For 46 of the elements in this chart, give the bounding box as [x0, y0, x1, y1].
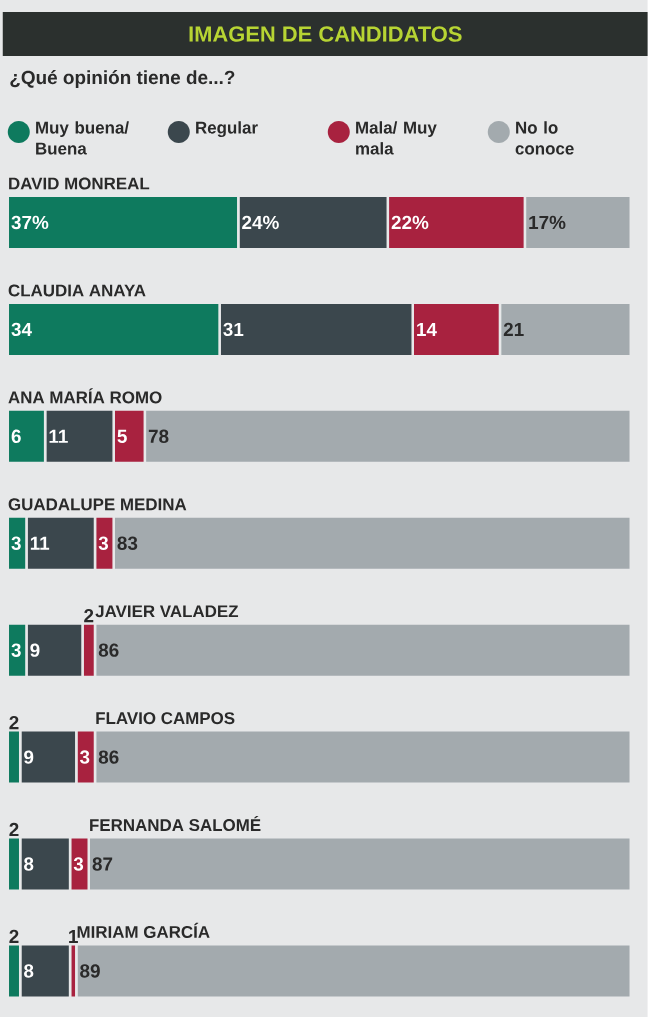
data-label: 86	[98, 750, 119, 764]
legend-label: Mala/ Muy mala	[356, 121, 437, 155]
y-tick-label: FERNANDA SALOMÉ	[90, 815, 261, 832]
data-label: 8	[24, 964, 34, 978]
data-label: 37%	[11, 215, 49, 230]
data-label: 2	[9, 715, 19, 730]
data-label: 86	[98, 643, 119, 657]
data-label: 3	[80, 750, 90, 764]
legend-label: No lo conoce	[515, 121, 574, 155]
chart-title: IMAGEN DE CANDIDATOS	[189, 26, 462, 42]
legend-label: Muy buena/ Buena	[36, 121, 130, 155]
data-label: 17%	[529, 215, 566, 230]
data-label: 24%	[242, 215, 279, 230]
chart-subtitle: ¿Qué opinión tiene de...?	[10, 70, 235, 88]
y-tick-label: GUADALUPE MEDINA	[8, 498, 187, 511]
y-tick-label: JAVIER VALADEZ	[95, 605, 239, 618]
data-label: 21	[503, 322, 524, 336]
y-tick-label: MIRIAM GARCÍA	[77, 922, 210, 939]
y-tick-label: FLAVIO CAMPOS	[96, 712, 235, 725]
y-tick-label: CLAUDIA ANAYA	[8, 284, 146, 297]
data-label: 3	[11, 536, 21, 550]
data-label: 22%	[391, 215, 429, 230]
data-label: 8	[24, 857, 34, 871]
data-label: 11	[30, 536, 50, 550]
y-tick-label: ANA MARÍA ROMO	[8, 388, 162, 404]
data-label: 3	[98, 536, 109, 550]
data-label: 2	[9, 822, 19, 837]
data-label: 11	[49, 429, 68, 443]
data-label: 83	[117, 536, 138, 550]
data-label: 78	[148, 429, 169, 444]
data-label: 9	[24, 750, 34, 764]
data-label: 31	[223, 322, 244, 337]
data-label: 3	[11, 643, 21, 657]
data-label: 34	[11, 322, 33, 337]
data-label: 2	[84, 609, 94, 623]
bar	[75, 942, 633, 999]
data-label: 14	[417, 322, 437, 336]
data-label: 9	[30, 643, 40, 657]
data-label: 6	[11, 429, 21, 444]
legend-label: Regular	[196, 121, 258, 138]
data-label: 87	[92, 857, 113, 871]
data-label: 89	[80, 964, 100, 978]
y-tick-label: DAVID MONREAL	[9, 177, 150, 190]
data-label: 3	[73, 857, 84, 871]
data-label: 5	[117, 429, 127, 443]
data-label: 2	[9, 929, 19, 944]
